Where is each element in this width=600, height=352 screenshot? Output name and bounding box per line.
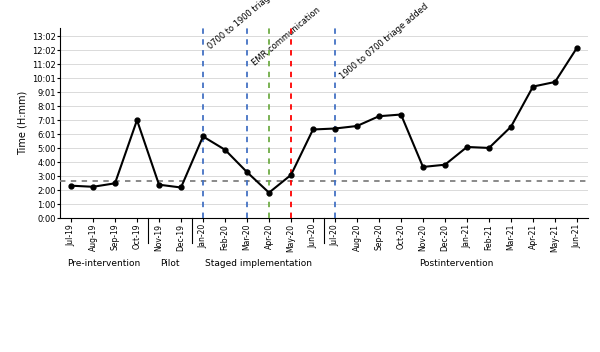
Text: EMR communication: EMR communication (250, 5, 322, 67)
Y-axis label: Time (H:mm): Time (H:mm) (18, 91, 28, 155)
Text: Staged implementation: Staged implementation (205, 259, 311, 269)
Text: Pilot: Pilot (160, 259, 180, 269)
Text: 1900 to 0700 triage added: 1900 to 0700 triage added (338, 2, 430, 81)
Text: 0700 to 1900 triage: 0700 to 1900 triage (206, 0, 276, 51)
Text: Postintervention: Postintervention (419, 259, 493, 269)
Text: Pre-intervention: Pre-intervention (67, 259, 140, 269)
